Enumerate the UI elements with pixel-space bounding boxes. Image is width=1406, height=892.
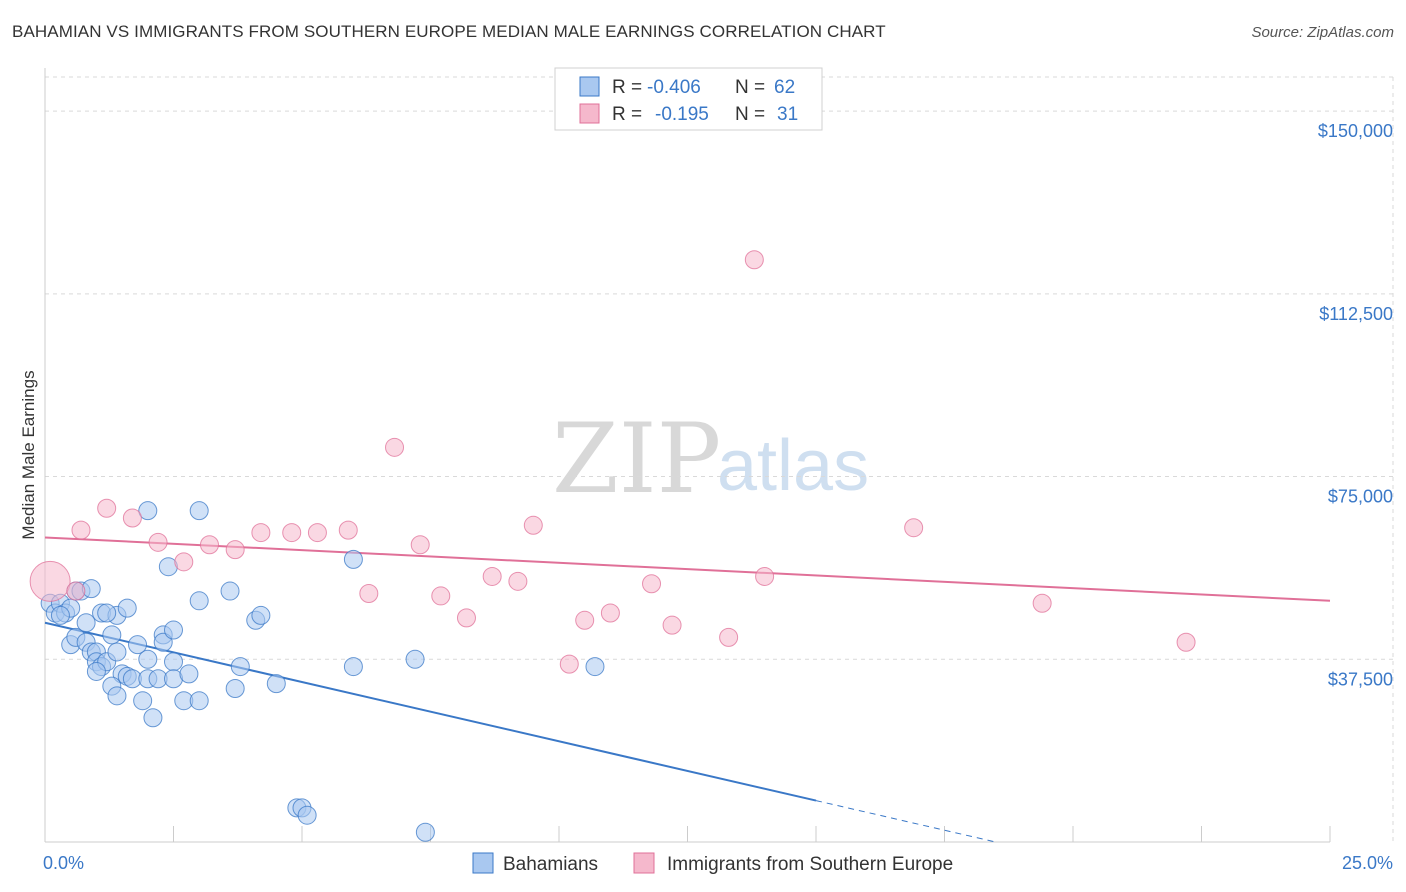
point-1-17 <box>456 608 476 628</box>
point-1-15 <box>410 535 430 555</box>
point-0-52 <box>405 649 425 669</box>
point-1-31 <box>1176 632 1196 652</box>
series-legend-label-bahamians: Bahamians <box>503 854 598 875</box>
legend-n-label-2: N = <box>735 104 765 125</box>
point-1-29 <box>904 518 924 538</box>
point-0-43 <box>189 591 209 611</box>
x-tick-labels: 0.0% 25.0% <box>43 853 1393 873</box>
watermark-zip: ZIP <box>552 403 721 515</box>
point-1-18 <box>482 566 502 586</box>
point-1-16 <box>431 586 451 606</box>
point-0-58 <box>97 603 117 623</box>
point-0-51 <box>343 657 363 677</box>
point-0-33 <box>153 632 173 652</box>
point-1-6 <box>174 552 194 572</box>
point-0-40 <box>138 501 158 521</box>
point-0-44 <box>220 581 240 601</box>
point-0-16 <box>76 613 96 633</box>
point-0-46 <box>230 657 250 677</box>
point-1-25 <box>662 615 682 635</box>
point-1-5 <box>148 532 168 552</box>
series-legend: Bahamians Immigrants from Southern Europ… <box>472 852 953 875</box>
y-axis-label: Median Male Earnings <box>19 370 38 539</box>
legend-swatch-southern-europe <box>579 103 600 124</box>
source-label: Source: ZipAtlas.com <box>1251 24 1394 41</box>
legend-swatch-bahamians <box>579 76 600 97</box>
legend-n-value-2: 31 <box>777 104 798 125</box>
legend-n-value-1: 62 <box>774 77 795 98</box>
chart-title: BAHAMIAN VS IMMIGRANTS FROM SOUTHERN EUR… <box>12 22 886 41</box>
point-1-24 <box>642 574 662 594</box>
point-0-48 <box>251 605 271 625</box>
legend-n-label-1: N = <box>735 77 765 98</box>
point-0-20 <box>102 625 122 645</box>
y-tick-labels: $150,000 $112,500 $75,000 $37,500 <box>1318 121 1393 689</box>
point-1-13 <box>359 583 379 603</box>
point-1-4 <box>122 508 142 528</box>
point-1-9 <box>251 523 271 543</box>
watermark-atlas: atlas <box>717 426 869 506</box>
y-tick-label-0: $150,000 <box>1318 121 1393 141</box>
stats-legend: R = -0.406 N = 62 R = -0.195 N = 31 <box>554 67 823 131</box>
point-0-60 <box>86 661 106 681</box>
point-1-0 <box>29 560 71 602</box>
point-1-14 <box>385 437 405 457</box>
point-0-26 <box>133 691 153 711</box>
point-1-21 <box>559 654 579 674</box>
series-legend-swatch-bahamians <box>472 852 494 874</box>
point-0-39 <box>189 691 209 711</box>
point-0-19 <box>117 598 137 618</box>
point-0-29 <box>143 708 163 728</box>
y-tick-label-1: $112,500 <box>1319 304 1393 324</box>
point-1-30 <box>1032 593 1052 613</box>
point-1-19 <box>508 571 528 591</box>
point-0-32 <box>138 649 158 669</box>
point-1-11 <box>307 523 327 543</box>
point-0-57 <box>415 822 435 842</box>
point-0-49 <box>266 674 286 694</box>
point-1-1 <box>66 581 86 601</box>
point-1-3 <box>97 498 117 518</box>
point-0-50 <box>343 549 363 569</box>
trend-line-1 <box>44 536 1331 602</box>
point-1-10 <box>282 523 302 543</box>
point-1-22 <box>575 610 595 630</box>
x-tick-label-1: 25.0% <box>1342 853 1393 873</box>
legend-r-label-1: R = <box>612 77 642 98</box>
point-1-23 <box>600 603 620 623</box>
point-0-45 <box>225 679 245 699</box>
legend-r-label-2: R = <box>612 104 642 125</box>
legend-r-value-1: -0.406 <box>647 77 701 98</box>
data-points <box>29 250 1196 842</box>
point-1-28 <box>744 250 764 270</box>
point-0-56 <box>297 805 317 825</box>
point-0-42 <box>189 501 209 521</box>
point-1-26 <box>719 627 739 647</box>
point-0-59 <box>128 635 148 655</box>
y-tick-label-2: $75,000 <box>1328 487 1393 507</box>
point-1-27 <box>755 566 775 586</box>
point-0-34 <box>164 620 183 640</box>
point-0-21 <box>107 642 127 662</box>
legend-r-value-2: -0.195 <box>655 104 709 125</box>
point-0-37 <box>179 664 199 684</box>
point-1-8 <box>225 540 245 560</box>
point-1-20 <box>523 515 543 535</box>
point-1-2 <box>71 520 91 540</box>
point-0-35 <box>164 652 183 672</box>
point-1-12 <box>338 520 358 540</box>
y-tick-label-3: $37,500 <box>1328 669 1393 689</box>
series-legend-swatch-southern-europe <box>633 852 655 874</box>
trend-line-extension-0 <box>815 800 997 843</box>
point-0-25 <box>107 686 127 706</box>
point-0-61 <box>50 605 70 625</box>
series-legend-label-southern-europe: Immigrants from Southern Europe <box>667 854 953 875</box>
x-tick-label-0: 0.0% <box>43 853 84 873</box>
point-1-7 <box>199 535 219 555</box>
point-0-53 <box>585 657 605 677</box>
